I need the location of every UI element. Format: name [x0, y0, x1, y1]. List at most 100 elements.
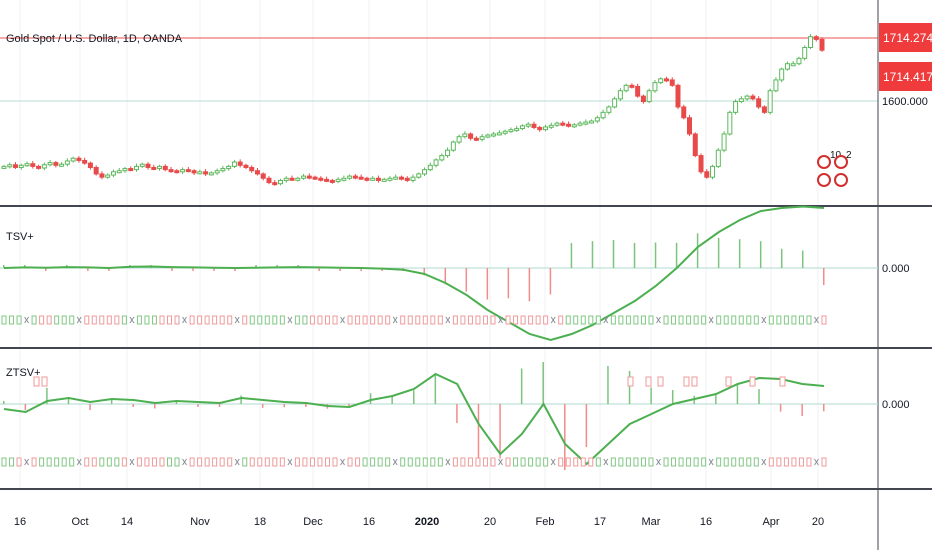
signal-marker-up	[746, 315, 752, 325]
candle	[652, 82, 658, 92]
signal-marker-up	[106, 457, 112, 467]
signal-marker-down	[460, 457, 466, 467]
candle	[266, 177, 272, 184]
event-badge-2[interactable]: 2	[834, 150, 852, 187]
candle	[456, 136, 462, 143]
candle	[715, 149, 721, 167]
signal-marker-up	[407, 457, 413, 467]
signal-marker-down	[159, 315, 165, 325]
time-axis-label: 14	[121, 516, 133, 528]
signal-marker-up	[565, 315, 571, 325]
signal-marker-down	[99, 315, 105, 325]
last-price-value: 1714.274	[883, 31, 932, 45]
time-axis-label: Oct	[71, 516, 88, 528]
signal-marker-down	[309, 457, 315, 467]
signal-marker-up	[535, 457, 541, 467]
candle	[347, 175, 353, 179]
candle	[733, 101, 739, 113]
event-badge-1[interactable]: 10	[817, 150, 842, 187]
candle	[646, 90, 652, 103]
candle	[422, 169, 428, 175]
pane-separator[interactable]	[0, 347, 932, 349]
signal-marker-down	[475, 315, 481, 325]
signal-marker-down	[332, 315, 338, 325]
price-pane[interactable]: Gold Spot / U.S. Dollar, 1D, OANDA 10 2	[0, 33, 878, 187]
candle	[675, 84, 681, 108]
candle	[162, 165, 168, 171]
candle	[658, 78, 664, 84]
histogram-bar	[570, 243, 573, 268]
signal-marker-up	[671, 315, 677, 325]
signal-marker-down	[204, 315, 210, 325]
candle	[479, 136, 485, 140]
last-price-tag	[879, 23, 932, 52]
candle	[295, 177, 301, 181]
signal-marker-neutral	[498, 458, 503, 466]
histogram-bar	[499, 404, 501, 459]
histogram-bar	[633, 242, 636, 268]
price-axis-label: 1600.000	[882, 96, 928, 108]
candle	[53, 162, 59, 166]
candle	[133, 165, 139, 171]
signal-marker-down	[558, 315, 564, 325]
candles	[1, 34, 825, 186]
price-axis[interactable]: 1600.000 1714.274 1714.417 0.000 0.000	[879, 23, 932, 411]
pane-separator[interactable]	[0, 488, 932, 490]
histogram-bar	[759, 241, 762, 268]
signal-marker-down	[242, 315, 248, 325]
event-count: 2	[846, 150, 852, 161]
candle	[283, 177, 289, 181]
candle	[398, 176, 404, 180]
candle	[226, 165, 232, 170]
time-axis-label: 18	[254, 516, 266, 528]
time-axis-label: Apr	[762, 516, 779, 528]
candle	[185, 169, 191, 173]
signal-marker-neutral	[76, 316, 82, 324]
signal-marker-neutral	[708, 458, 714, 466]
signal-marker-up	[618, 457, 624, 467]
signal-marker-down	[106, 315, 112, 325]
candle	[594, 117, 600, 122]
candle	[272, 182, 278, 186]
signal-marker-down	[573, 457, 579, 467]
candle	[773, 79, 779, 92]
signal-marker-up	[633, 315, 639, 325]
signal-marker-up	[610, 457, 616, 467]
histogram-bar	[261, 404, 264, 408]
ztsv-pane[interactable]: ZTSV+	[0, 362, 878, 470]
candle	[687, 117, 693, 135]
top-signal-marker	[691, 376, 698, 387]
candle	[36, 165, 42, 169]
signal-marker-up	[69, 457, 75, 467]
candle	[24, 163, 30, 167]
histogram-bar	[801, 250, 804, 268]
time-axis[interactable]: 16 Oct 14 Nov 18 Dec 16 2020 20 Feb 17 Mar 16 Apr 20	[14, 516, 824, 528]
signal-marker-up	[580, 315, 586, 325]
signal-marker-neutral	[550, 316, 556, 324]
candle	[727, 111, 733, 135]
time-axis-label: 2020	[415, 516, 439, 528]
signal-marker-down	[347, 457, 353, 467]
tsv-signal-row	[1, 315, 827, 325]
signal-marker-neutral	[182, 458, 187, 466]
signal-marker-up	[625, 315, 631, 325]
signal-marker-up	[640, 315, 646, 325]
candle	[312, 176, 318, 180]
histogram-bar	[255, 265, 257, 268]
signal-marker-down	[136, 457, 142, 467]
tsv-pane[interactable]: TSV+	[0, 205, 878, 342]
signal-marker-neutral	[287, 316, 293, 324]
candle	[99, 173, 105, 178]
candle	[606, 106, 612, 113]
signal-marker-down	[174, 315, 180, 325]
signal-marker-down	[490, 315, 496, 325]
ztsv-line	[3, 372, 825, 466]
tsv-line	[3, 205, 825, 342]
pane-separator[interactable]	[0, 205, 932, 207]
candle	[157, 165, 163, 170]
candle	[87, 162, 93, 168]
candle	[7, 164, 13, 168]
signal-marker-down	[407, 315, 413, 325]
signal-marker-neutral	[129, 316, 135, 324]
